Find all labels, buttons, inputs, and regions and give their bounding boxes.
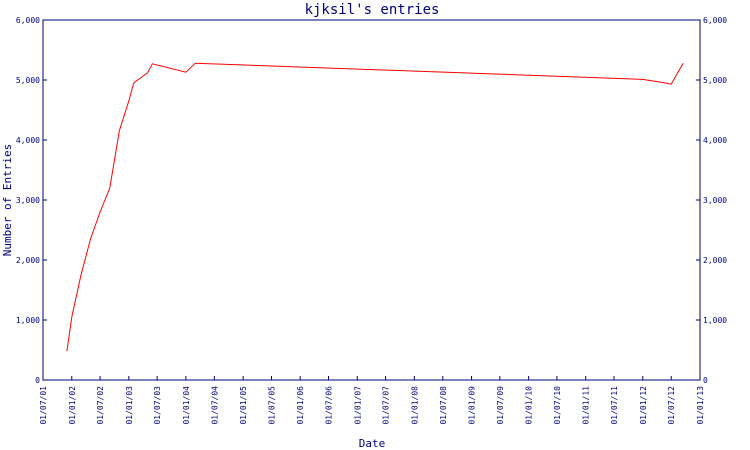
series-line — [66, 62, 684, 352]
y-tick-label-right: 2,000 — [703, 256, 727, 265]
y-tick-label-left: 4,000 — [16, 136, 40, 145]
x-tick-label: 01/01/12 — [639, 386, 648, 425]
chart-title: kjksil's entries — [305, 2, 440, 18]
x-tick-label: 01/07/03 — [153, 386, 162, 425]
x-tick-label: 01/07/01 — [39, 386, 48, 425]
x-tick-label: 01/07/12 — [667, 386, 676, 425]
x-tick-label: 01/01/06 — [296, 386, 305, 425]
y-tick-label-left: 3,000 — [16, 196, 40, 205]
y-tick-label-right: 1,000 — [703, 316, 727, 325]
x-tick-label: 01/07/11 — [610, 386, 619, 425]
x-ticks: 01/07/01 01/01/02 01/07/02 01/01/03 01/07/03… — [39, 376, 705, 425]
x-tick-label: 01/01/09 — [468, 386, 477, 425]
y-tick-label-left: 6,000 — [16, 16, 40, 25]
x-tick-label: 01/07/04 — [210, 386, 219, 425]
x-tick-label: 01/07/10 — [553, 386, 562, 425]
x-tick-label: 01/07/07 — [382, 386, 391, 425]
x-tick-label: 01/07/05 — [267, 386, 276, 425]
y-tick-label-left: 5,000 — [16, 76, 40, 85]
x-tick-label: 01/07/09 — [496, 386, 505, 425]
y-tick-label-right: 0 — [703, 376, 708, 385]
series-group — [66, 62, 684, 352]
x-tick-label: 01/07/02 — [96, 386, 105, 425]
x-tick-label: 01/07/06 — [325, 386, 334, 425]
x-tick-label: 01/01/03 — [125, 386, 134, 425]
x-tick-label: 01/01/07 — [353, 386, 362, 425]
y-tick-label-left: 0 — [35, 376, 40, 385]
x-tick-label: 01/01/04 — [182, 386, 191, 425]
x-axis-label: Date — [359, 437, 386, 450]
y-tick-label-right: 3,000 — [703, 196, 727, 205]
x-tick-label: 01/01/10 — [525, 386, 534, 425]
y-tick-label-right: 6,000 — [703, 16, 727, 25]
y-ticks: 0 0 1,000 1,000 2,000 2,000 3,000 3,000 4,000 4,0… — [16, 16, 727, 385]
y-tick-label-left: 1,000 — [16, 316, 40, 325]
y-tick-label-right: 5,000 — [703, 76, 727, 85]
x-tick-label: 01/01/13 — [696, 386, 705, 425]
x-tick-label: 01/01/11 — [582, 386, 591, 425]
x-tick-label: 01/07/08 — [439, 386, 448, 425]
plot-frame — [42, 19, 701, 381]
x-tick-label: 01/01/02 — [68, 386, 77, 425]
x-tick-label: 01/01/05 — [239, 386, 248, 425]
y-axis-label: Number of Entries — [1, 144, 14, 257]
y-tick-label-right: 4,000 — [703, 136, 727, 145]
y-tick-label-left: 2,000 — [16, 256, 40, 265]
x-tick-label: 01/01/08 — [410, 386, 419, 425]
